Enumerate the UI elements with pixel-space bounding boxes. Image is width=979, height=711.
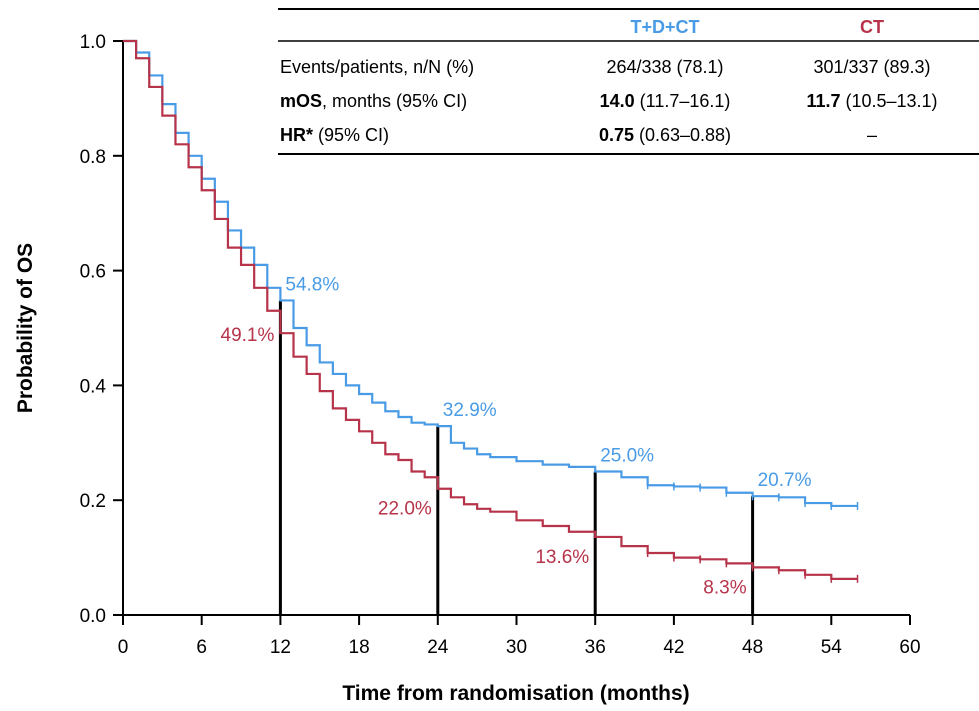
x-axis-ticks: 0 6 12 18 24 30 36 42 48 54 60 bbox=[118, 615, 921, 658]
x-tick-label: 6 bbox=[196, 637, 207, 658]
ct-landmark-label: 8.3% bbox=[703, 577, 746, 598]
ct-landmark-label: 49.1% bbox=[221, 325, 275, 346]
x-tick-label: 24 bbox=[427, 637, 449, 658]
series-line bbox=[123, 39, 858, 580]
landmark-labels: 54.8% 49.1% 32.9% 22.0% 25.0% 13.6% 20.7% 8.3% bbox=[221, 274, 812, 598]
y-tick-label: 0.6 bbox=[80, 262, 106, 283]
tdct-landmark-label: 32.9% bbox=[443, 400, 497, 421]
landmark-lines bbox=[278, 300, 755, 615]
summary-table: T+D+CT CT Events/patients, n/N (%) 264/3… bbox=[278, 8, 979, 155]
table-cell-ct: 301/337 (89.3) bbox=[813, 57, 930, 77]
table-header-tdct: T+D+CT bbox=[630, 17, 699, 37]
table-cell-tdct: 0.75 (0.63–0.88) bbox=[599, 125, 731, 145]
x-tick-label: 12 bbox=[270, 637, 291, 658]
tdct-landmark-label: 54.8% bbox=[285, 274, 339, 295]
ct-landmark-label: 13.6% bbox=[535, 547, 589, 568]
y-tick-label: 0.0 bbox=[80, 606, 106, 627]
x-tick-label: 0 bbox=[118, 637, 129, 658]
x-axis-title: Time from randomisation (months) bbox=[342, 682, 689, 705]
y-tick-label: 0.4 bbox=[80, 376, 107, 397]
table-row-label: Events/patients, n/N (%) bbox=[280, 57, 474, 77]
table-header-ct: CT bbox=[860, 17, 884, 37]
x-tick-label: 54 bbox=[821, 637, 843, 658]
tdct-landmark-label: 25.0% bbox=[600, 446, 654, 467]
series-line bbox=[123, 39, 858, 508]
table-row-label: mOS, months (95% CI) bbox=[280, 91, 467, 111]
table-cell-ct: – bbox=[867, 125, 877, 145]
table-row-label: HR* (95% CI) bbox=[280, 125, 389, 145]
x-tick-label: 18 bbox=[349, 637, 370, 658]
table-cell-ct: 11.7 (10.5–13.1) bbox=[806, 91, 937, 111]
x-tick-label: 42 bbox=[663, 637, 684, 658]
series-lines bbox=[123, 39, 859, 583]
y-axis-title: Probability of OS bbox=[14, 243, 37, 413]
x-tick-label: 36 bbox=[585, 637, 606, 658]
table-cell-tdct: 264/338 (78.1) bbox=[606, 57, 723, 77]
x-tick-label: 60 bbox=[899, 637, 920, 658]
y-axis-ticks: 0.0 0.2 0.4 0.6 0.8 1.0 bbox=[80, 32, 123, 627]
y-tick-label: 1.0 bbox=[80, 32, 106, 53]
y-tick-label: 0.8 bbox=[80, 147, 106, 168]
tdct-landmark-label: 20.7% bbox=[758, 470, 812, 491]
table-cell-tdct: 14.0 (11.7–16.1) bbox=[600, 91, 731, 111]
ct-landmark-label: 22.0% bbox=[378, 499, 432, 520]
x-tick-label: 30 bbox=[506, 637, 527, 658]
y-tick-label: 0.2 bbox=[80, 491, 106, 512]
x-tick-label: 48 bbox=[742, 637, 763, 658]
